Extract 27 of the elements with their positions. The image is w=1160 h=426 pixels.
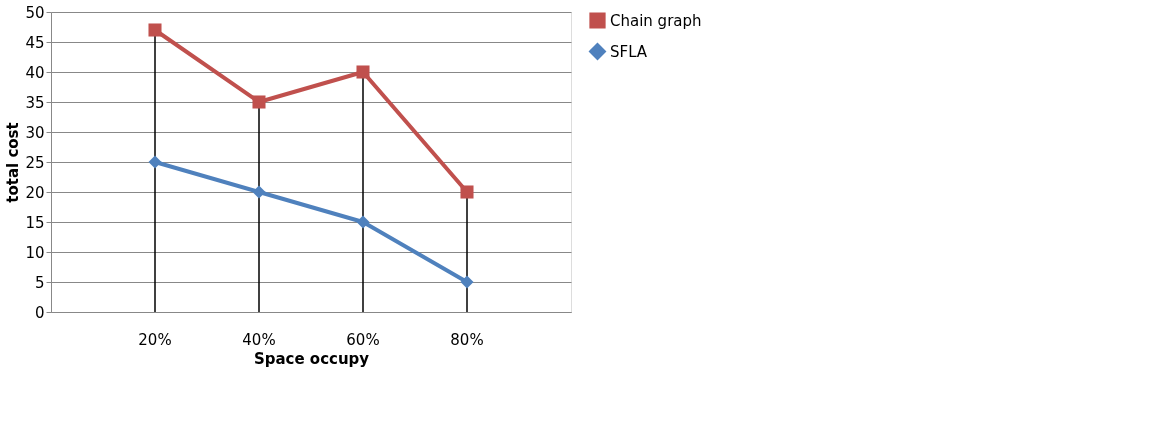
point — [356, 65, 370, 79]
legend-label: Chain graph — [610, 11, 702, 30]
x-tick-label: 40% — [242, 330, 276, 349]
point — [460, 185, 474, 199]
x-axis-title: Space occupy — [253, 349, 370, 368]
point — [148, 155, 162, 169]
y-tick-label: 50 — [25, 3, 45, 22]
y-tick-label: 15 — [25, 213, 45, 232]
y-tick-label: 20 — [25, 183, 45, 202]
point — [252, 185, 266, 199]
y-tick-label: 5 — [34, 273, 45, 292]
y-tick-label: 35 — [25, 93, 45, 112]
legend-label: SFLA — [610, 42, 648, 61]
point — [356, 215, 370, 229]
y-axis-title: total cost — [4, 122, 23, 203]
point — [252, 95, 266, 109]
point — [148, 23, 162, 37]
point — [460, 275, 474, 289]
y-tick-label: 40 — [25, 63, 45, 82]
y-tick-label: 10 — [25, 243, 45, 262]
y-tick-label: 0 — [34, 303, 45, 322]
x-tick-label: 80% — [450, 330, 484, 349]
x-tick-label: 60% — [346, 330, 380, 349]
x-tick-label: 20% — [138, 330, 172, 349]
y-tick-label: 45 — [25, 33, 45, 52]
y-tick-label: 25 — [25, 153, 45, 172]
y-tick-label: 30 — [25, 123, 45, 142]
